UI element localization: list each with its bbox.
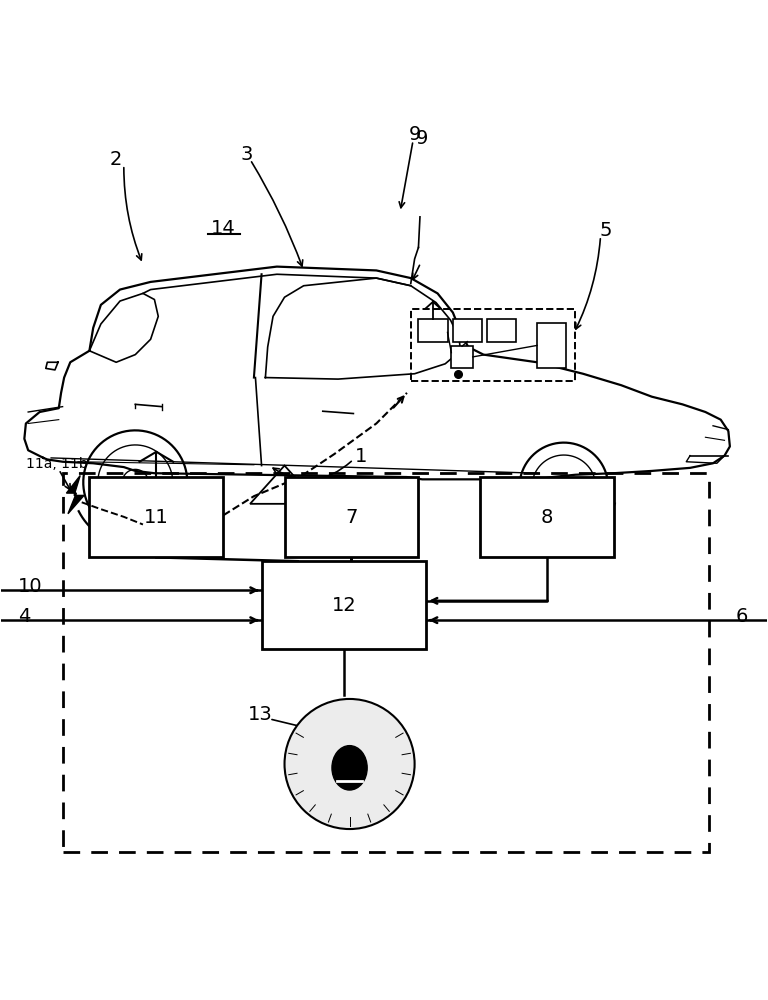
Bar bbox=[488, 319, 516, 342]
Bar bbox=[89, 477, 223, 557]
Text: 14: 14 bbox=[211, 219, 236, 238]
Text: 11a, 11b: 11a, 11b bbox=[25, 457, 88, 471]
Polygon shape bbox=[67, 476, 84, 514]
Text: 8: 8 bbox=[541, 508, 553, 527]
Text: 10: 10 bbox=[18, 577, 43, 596]
Text: 2: 2 bbox=[110, 150, 122, 169]
Text: 5: 5 bbox=[600, 221, 612, 240]
Ellipse shape bbox=[332, 746, 367, 790]
Bar bbox=[480, 477, 614, 557]
Bar bbox=[537, 323, 566, 368]
Text: 6: 6 bbox=[736, 607, 748, 626]
Text: 9: 9 bbox=[416, 129, 429, 148]
Bar bbox=[419, 319, 448, 342]
Text: 11: 11 bbox=[144, 508, 169, 527]
Bar bbox=[284, 477, 419, 557]
Text: 3: 3 bbox=[240, 145, 253, 164]
Text: 13: 13 bbox=[247, 705, 273, 724]
Text: 4: 4 bbox=[18, 607, 31, 626]
Text: 7: 7 bbox=[346, 508, 358, 527]
Text: 9: 9 bbox=[409, 125, 421, 144]
Bar bbox=[453, 319, 482, 342]
Bar bbox=[262, 561, 426, 649]
Text: 12: 12 bbox=[332, 596, 356, 615]
Circle shape bbox=[284, 699, 415, 829]
Bar bbox=[452, 346, 473, 368]
Text: 1: 1 bbox=[355, 447, 367, 466]
